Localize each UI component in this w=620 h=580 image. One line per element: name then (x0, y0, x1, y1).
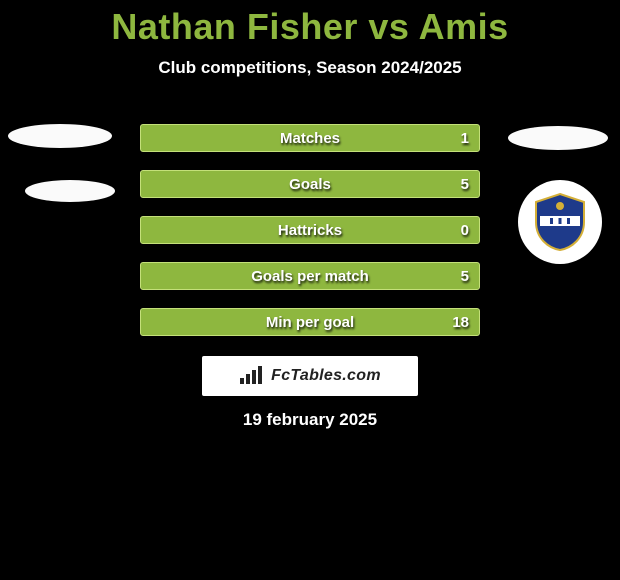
left-player-avatar (8, 124, 112, 148)
page-title: Nathan Fisher vs Amis (0, 0, 620, 48)
right-club-crest (518, 180, 602, 264)
stats-list: Matches 1 Goals 5 Hattricks 0 Goals per … (140, 124, 480, 354)
shield-icon (532, 192, 588, 252)
subtitle: Club competitions, Season 2024/2025 (0, 58, 620, 78)
watermark[interactable]: FcTables.com (202, 356, 418, 396)
stat-value-right: 0 (461, 222, 469, 239)
left-player-avatar-shadow (25, 180, 115, 202)
stat-label: Matches (141, 130, 479, 147)
stat-value-right: 1 (461, 130, 469, 147)
bars-icon (239, 366, 265, 386)
right-player-avatar (508, 126, 608, 150)
stat-bar-goals: Goals 5 (140, 170, 480, 198)
stat-bar-goals-per-match: Goals per match 5 (140, 262, 480, 290)
stat-bar-matches: Matches 1 (140, 124, 480, 152)
stat-value-right: 5 (461, 176, 469, 193)
stat-label: Goals per match (141, 268, 479, 285)
stat-label: Goals (141, 176, 479, 193)
stat-label: Hattricks (141, 222, 479, 239)
stat-label: Min per goal (141, 314, 479, 331)
stat-value-right: 5 (461, 268, 469, 285)
date-label: 19 february 2025 (0, 410, 620, 430)
stat-value-right: 18 (452, 314, 469, 331)
stat-bar-hattricks: Hattricks 0 (140, 216, 480, 244)
stat-bar-min-per-goal: Min per goal 18 (140, 308, 480, 336)
comparison-card: Nathan Fisher vs Amis Club competitions,… (0, 0, 620, 580)
watermark-text: FcTables.com (271, 367, 381, 385)
